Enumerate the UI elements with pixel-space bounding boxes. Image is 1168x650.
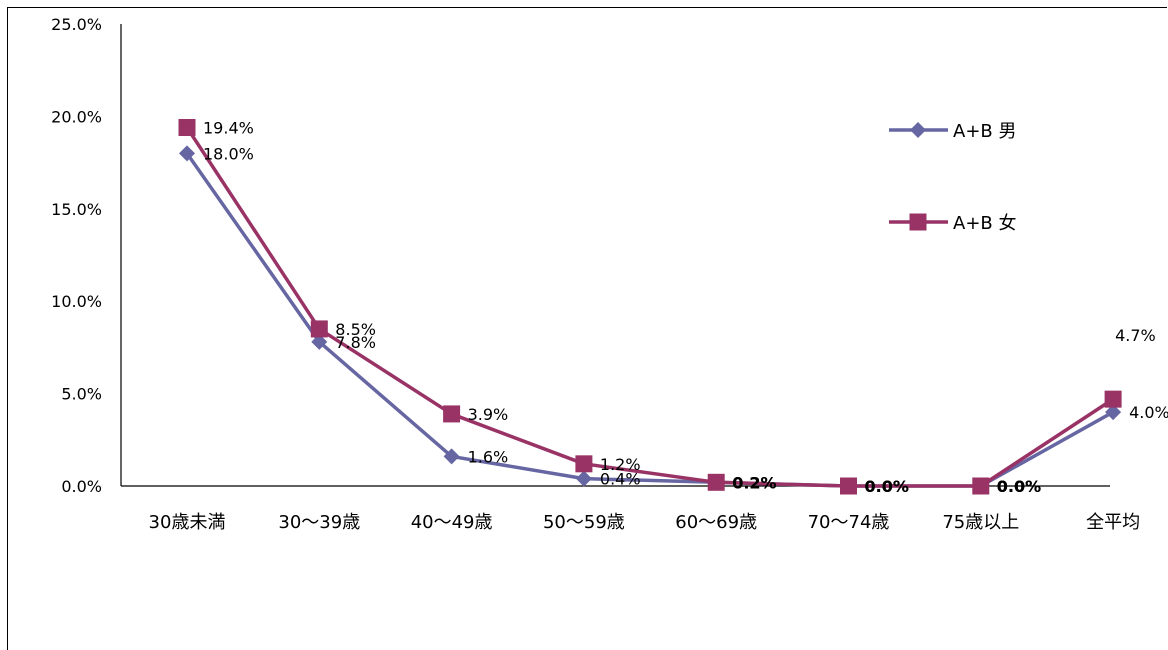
diamond-marker [575, 470, 592, 487]
square-marker [840, 477, 857, 495]
data-label: 1.2% [600, 455, 641, 474]
y-tick-label: 15.0% [51, 200, 102, 219]
square-marker [178, 118, 196, 136]
diamond-marker [311, 333, 328, 350]
y-tick-labels: 0.0% 5.0% 10.0% 15.0% 20.0% 25.0% [51, 15, 102, 496]
x-tick-label: 50～59歳 [543, 512, 625, 533]
legend-diamond-marker [910, 122, 926, 138]
data-label: 0.4% [600, 470, 641, 489]
data-label: 3.9% [468, 405, 509, 424]
data-label: 0.0% [997, 477, 1041, 496]
x-tick-label: 全平均 [1086, 512, 1140, 533]
series-2 [178, 118, 1122, 495]
x-tick-label: 30歳未満 [149, 512, 226, 533]
x-tick-label: 60～69歳 [675, 512, 757, 533]
data-label: 0.0% [997, 477, 1041, 496]
diamond-marker [1105, 404, 1122, 421]
x-tick-label: 40～49歳 [411, 512, 493, 533]
data-labels: 18.0% 7.8% 1.6% 0.4% 0.2% 0.0% 0.0% 4.0% 19.4% 8.… [203, 118, 1168, 496]
data-label: 0.2% [732, 473, 776, 492]
diamond-marker [443, 448, 460, 465]
y-tick-label: 20.0% [51, 107, 102, 126]
square-marker [972, 477, 990, 495]
legend-label: A+B 男 [953, 121, 1016, 142]
x-tick-labels: 30歳未満 30～39歳 40～49歳 50～59歳 60～69歳 70～74歳 75歳以上… [149, 512, 1141, 533]
square-marker [443, 405, 461, 423]
legend-label: A+B 女 [953, 213, 1016, 234]
series-layer [178, 118, 1122, 495]
square-marker [707, 473, 725, 491]
legend: A+B 男 A+B 女 [889, 121, 1016, 234]
data-label: 1.6% [468, 447, 509, 466]
square-marker [575, 455, 593, 473]
data-label: 0.0% [865, 477, 909, 496]
data-label: 19.4% [203, 118, 254, 137]
series-line [185, 126, 1115, 488]
square-marker [310, 320, 328, 338]
chart-frame [7, 7, 1167, 650]
data-label: 4.0% [1129, 403, 1168, 422]
square-marker [1104, 390, 1122, 408]
data-label: 4.7% [1115, 326, 1156, 345]
x-tick-label: 70～74歳 [808, 512, 890, 533]
y-tick-label: 25.0% [51, 15, 102, 34]
data-label: 0.2% [732, 473, 776, 492]
data-label: 0.0% [865, 477, 909, 496]
legend-item-1: A+B 男 [889, 121, 1016, 142]
data-label: 7.8% [335, 333, 376, 352]
data-label: 8.5% [335, 320, 376, 339]
x-tick-label: 30～39歳 [278, 512, 360, 533]
data-label: 18.0% [203, 144, 254, 163]
legend-item-2: A+B 女 [889, 213, 1016, 234]
y-tick-label: 0.0% [61, 477, 102, 496]
diamond-marker [179, 145, 195, 162]
y-tick-label: 5.0% [61, 385, 102, 404]
series-1 [179, 145, 1122, 494]
series-line [185, 152, 1114, 488]
x-tick-label: 75歳以上 [942, 512, 1019, 533]
legend-square-marker [909, 213, 927, 231]
y-tick-label: 10.0% [51, 292, 102, 311]
